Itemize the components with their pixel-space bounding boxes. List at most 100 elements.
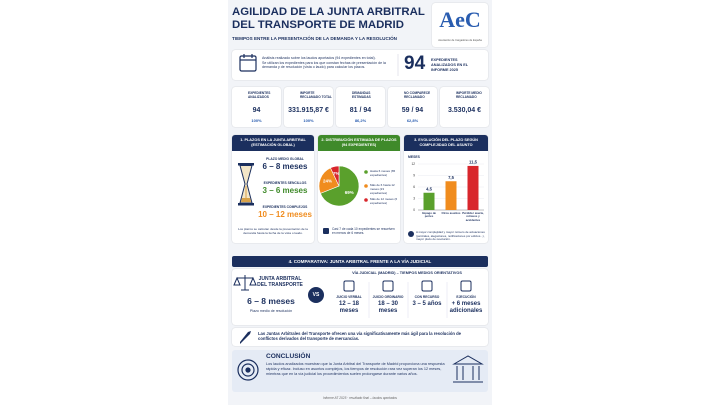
intro-text: Análisis realizado sobre los laudos apor… bbox=[262, 56, 396, 70]
timing-label: EXPEDIENTES COMPLEJOS bbox=[262, 205, 308, 209]
intro-number: 94 bbox=[404, 53, 426, 74]
section-header: 3. EVOLUCIÓN DEL PLAZO SEGÚN COMPLEJIDAD… bbox=[404, 135, 488, 151]
banner-text: Las Juntas Arbitrales del Transporte ofr… bbox=[258, 331, 462, 342]
judicial-label: EJECUCIÓN bbox=[456, 295, 476, 299]
y-tick-label: 9 bbox=[413, 173, 415, 177]
courthouse-icon bbox=[452, 355, 484, 383]
logo-caption: Asociación de Cargadores de España bbox=[438, 39, 482, 42]
judicial-value: + 6 meses adicionales bbox=[449, 301, 483, 314]
annotation-icon bbox=[408, 231, 414, 237]
section-header: 4. COMPARATIVA: JUNTA ARBITRAL FRENTE A … bbox=[232, 256, 488, 267]
stat-label: NO COMPARECE RECLAMADO bbox=[404, 91, 431, 99]
x-tick-label: Otros asuntos bbox=[441, 211, 461, 215]
judicial-label: CON RECURSO bbox=[414, 295, 440, 299]
bar-value-label: 11,5 bbox=[469, 159, 478, 164]
legend-swatch bbox=[364, 198, 368, 202]
judicial-icon bbox=[343, 280, 355, 292]
y-axis-label: MESES bbox=[408, 155, 421, 159]
stat-label: EXPEDIENTES ANALIZADOS bbox=[248, 91, 271, 99]
bar-value-label: 4,5 bbox=[426, 186, 432, 191]
logo-text: AeC bbox=[439, 7, 481, 32]
intro-line: Análisis realizado sobre los laudos apor… bbox=[262, 56, 376, 60]
stat-value: 59 / 94 bbox=[401, 107, 424, 114]
judicial-value: 3 – 5 años bbox=[412, 301, 442, 307]
legend-label: Hasta 6 meses (65 expedientes) bbox=[370, 169, 396, 177]
intro-number-label: EXPEDIENTES ANALIZADOS EN EL INFORME 202… bbox=[431, 58, 469, 72]
judicial-value: 18 – 30 meses bbox=[377, 301, 399, 314]
bar bbox=[467, 165, 479, 210]
section-note: Los plazos se calculan desde la presenta… bbox=[238, 227, 308, 235]
stat-value: 331.915,87 € bbox=[288, 107, 329, 114]
y-tick-label: 6 bbox=[413, 185, 415, 189]
section-header: 2. DISTRIBUCIÓN ESTIMADA DE PLAZOS (94 E… bbox=[318, 135, 400, 151]
chart-annotation: Casi 7 de cada 10 expedientes se resuelv… bbox=[332, 227, 395, 235]
target-icon bbox=[237, 359, 259, 381]
banner-box bbox=[232, 328, 488, 346]
legend-label: Más de 12 meses (6 expedientes) bbox=[370, 197, 398, 205]
logo bbox=[432, 3, 488, 47]
stat-value: 3.530,04 € bbox=[447, 107, 482, 114]
legend-swatch bbox=[364, 184, 368, 188]
conclusion-box bbox=[232, 350, 488, 392]
stat-card bbox=[440, 87, 489, 127]
judicial-label: JUICIO VERBAL bbox=[336, 295, 362, 299]
pie-slice bbox=[318, 167, 340, 194]
bar-value-label: 7,5 bbox=[448, 175, 454, 180]
judicial-icon bbox=[382, 280, 394, 292]
scale-icon bbox=[233, 275, 257, 291]
judicial-value: 12 – 18 meses bbox=[338, 301, 360, 314]
judicial-icon bbox=[421, 280, 433, 292]
y-tick-label: 3 bbox=[413, 196, 415, 200]
conclusion-text: Los laudos analizados muestran que la Ju… bbox=[266, 362, 445, 376]
y-tick-label: 12 bbox=[411, 162, 415, 166]
timing-label: PLAZO MEDIO GLOBAL bbox=[266, 157, 304, 161]
x-tick-label: Impago de portes bbox=[422, 211, 436, 219]
calendar-icon bbox=[239, 54, 257, 72]
judicial-icon bbox=[460, 280, 472, 292]
stat-card bbox=[232, 87, 281, 127]
conclusion-title: CONCLUSIÓN bbox=[266, 353, 311, 360]
timing-label: EXPEDIENTES SENCILLOS bbox=[263, 181, 307, 185]
slice-label: 24% bbox=[323, 179, 332, 184]
section-header: 1. PLAZOS EN LA JUNTA ARBITRAL (ESTIMACI… bbox=[232, 135, 314, 151]
stat-card bbox=[388, 87, 437, 127]
annotation-icon bbox=[323, 228, 329, 234]
stat-percent: 100% bbox=[303, 118, 314, 123]
slice-label: 7% bbox=[333, 171, 340, 176]
stat-percent: 100% bbox=[251, 118, 262, 123]
y-tick-label: 0 bbox=[413, 208, 415, 212]
pie-slice bbox=[320, 165, 360, 207]
stat-label: DEMANDAS ESTIMADAS bbox=[352, 91, 371, 99]
timing-value: 6 – 8 meses bbox=[262, 162, 308, 171]
comparison-right-title: VÍA JUDICIAL (MADRID) – TIEMPOS MEDIOS O… bbox=[352, 271, 462, 275]
stat-card bbox=[336, 87, 385, 127]
chart-annotation: A mayor complejidad y mayor número de ac… bbox=[416, 230, 485, 242]
comparison-box bbox=[232, 269, 488, 325]
pie-slice bbox=[330, 165, 340, 187]
timing-value: 3 – 6 meses bbox=[262, 186, 308, 195]
title-line: DEL TRANSPORTE DE MADRID bbox=[232, 19, 404, 31]
judicial-label: JUICIO ORDINARIO bbox=[372, 295, 404, 299]
legend-label: Más de 6 hasta 12 meses (23 expedientes) bbox=[370, 183, 395, 195]
stat-percent: 86,2% bbox=[354, 118, 367, 123]
stat-percent: 62,8% bbox=[406, 118, 419, 123]
x-tick-label: Pérdida / avería, retrasos y accidentes bbox=[462, 211, 484, 222]
intro-line: Se utilizan los expedientes para los que… bbox=[262, 60, 386, 70]
bar bbox=[445, 181, 457, 210]
intro-box bbox=[232, 50, 488, 80]
legend-swatch bbox=[364, 170, 368, 174]
infographic: AGILIDAD DE LA JUNTA ARBITRAL DEL TRANSP… bbox=[228, 0, 492, 405]
stat-value: 94 bbox=[252, 107, 261, 114]
comparison-left-value: 6 – 8 meses bbox=[247, 296, 295, 306]
slice-label: 69% bbox=[345, 190, 354, 195]
title-line: AGILIDAD DE LA JUNTA ARBITRAL bbox=[232, 6, 425, 18]
footer: Informe AT 2025 · resultado final – laud… bbox=[322, 396, 398, 400]
stat-label: IMPORTE MEDIO RECLAMADO bbox=[456, 91, 482, 99]
vs-label: VS bbox=[312, 292, 320, 298]
stat-value: 81 / 94 bbox=[349, 107, 372, 114]
graphics: 69% 24%7% MESES 0 3 6 9 12 4,5 7,5 11,5 bbox=[233, 54, 484, 383]
stat-card bbox=[284, 87, 333, 127]
vs-circle bbox=[308, 287, 324, 303]
timing-value: 10 – 12 meses bbox=[258, 210, 312, 219]
